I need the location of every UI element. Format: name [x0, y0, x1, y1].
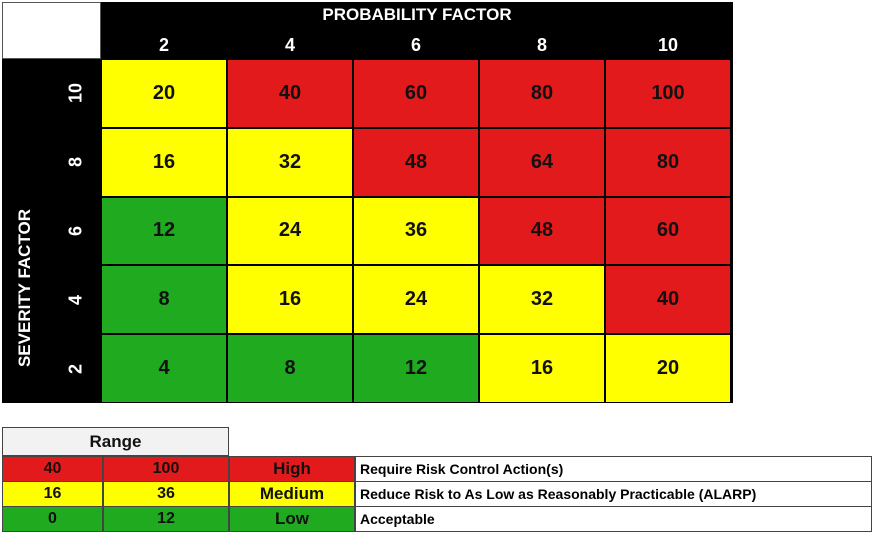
range-min: 16	[2, 481, 103, 507]
matrix-cell: 20	[606, 335, 730, 402]
probability-title: PROBABILITY FACTOR	[322, 5, 512, 24]
matrix-cell: 32	[480, 266, 604, 334]
matrix-cell: 12	[102, 197, 226, 265]
matrix-grid: 20 40 60 80 100 16 32 48 64 80 12 24 36 48 60 8 16 24 32 40…	[101, 59, 733, 403]
matrix-cell: 16	[480, 335, 604, 402]
matrix-cell: 48	[480, 197, 604, 265]
matrix-cell: 24	[354, 266, 478, 334]
probability-header: PROBABILITY FACTOR 2 4 6 8 10	[101, 2, 733, 59]
matrix-cell: 60	[606, 197, 730, 265]
range-max: 100	[103, 456, 229, 482]
matrix-cell: 64	[480, 128, 604, 196]
range-min: 0	[2, 506, 103, 532]
matrix-cell: 36	[354, 197, 478, 265]
matrix-cell: 16	[228, 266, 352, 334]
range-min: 40	[2, 456, 103, 482]
matrix-cell: 8	[228, 335, 352, 402]
risk-level: Low	[229, 506, 355, 532]
matrix-cell: 24	[228, 197, 352, 265]
risk-legend: Range 40 100 High Require Risk Control Acti…	[2, 427, 872, 533]
probability-value: 10	[657, 35, 679, 55]
range-max: 12	[103, 506, 229, 532]
probability-value: 4	[284, 35, 295, 55]
probability-value: 6	[410, 35, 421, 55]
matrix-cell: 20	[102, 60, 226, 127]
matrix-corner	[2, 2, 101, 59]
matrix-cell: 12	[354, 335, 478, 402]
matrix-cell: 60	[354, 60, 478, 127]
matrix-cell: 16	[102, 128, 226, 196]
matrix-cell: 48	[354, 128, 478, 196]
risk-description: Reduce Risk to As Low as Reasonably Prac…	[355, 481, 872, 507]
probability-value: 2	[158, 35, 169, 55]
matrix-cell: 80	[480, 60, 604, 127]
severity-header: SEVERITY FACTOR 10 8 6 4 2	[2, 59, 101, 403]
matrix-cell: 40	[606, 266, 730, 334]
range-max: 36	[103, 481, 229, 507]
range-header: Range	[2, 427, 229, 456]
matrix-cell: 100	[606, 60, 730, 127]
risk-description: Require Risk Control Action(s)	[355, 456, 872, 482]
matrix-cell: 32	[228, 128, 352, 196]
risk-description: Acceptable	[355, 506, 872, 532]
matrix-cell: 80	[606, 128, 730, 196]
risk-level: Medium	[229, 481, 355, 507]
probability-value: 8	[536, 35, 547, 55]
matrix-cell: 40	[228, 60, 352, 127]
matrix-cell: 8	[102, 266, 226, 334]
risk-level: High	[229, 456, 355, 482]
matrix-cell: 4	[102, 335, 226, 402]
